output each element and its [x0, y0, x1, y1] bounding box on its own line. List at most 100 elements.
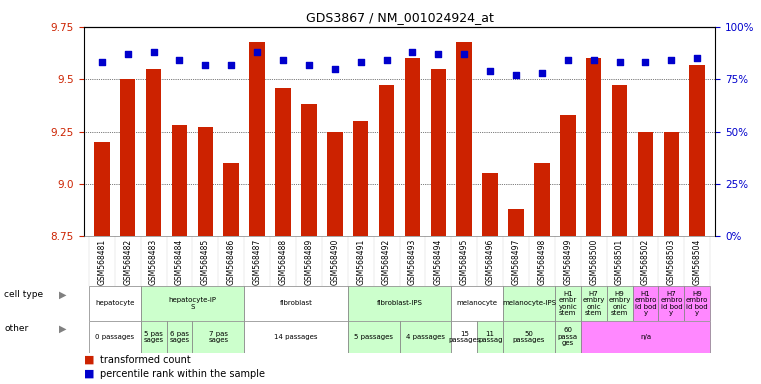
- Bar: [555, 321, 581, 353]
- Text: melanocyte-IPS: melanocyte-IPS: [502, 300, 556, 306]
- Bar: [141, 286, 244, 321]
- Text: n/a: n/a: [640, 334, 651, 340]
- Text: fibroblast: fibroblast: [279, 300, 313, 306]
- Text: H7
embro
id bod
y: H7 embro id bod y: [660, 291, 683, 316]
- Text: GSM568502: GSM568502: [641, 239, 650, 285]
- Point: [148, 49, 160, 55]
- Point: [122, 51, 134, 57]
- Bar: [607, 286, 632, 321]
- Text: other: other: [5, 324, 28, 333]
- Text: fibroblast-IPS: fibroblast-IPS: [377, 300, 422, 306]
- Text: ■: ■: [84, 369, 97, 379]
- Point: [562, 57, 574, 63]
- Bar: [477, 321, 503, 353]
- Text: H1
embro
id bod
y: H1 embro id bod y: [634, 291, 657, 316]
- Bar: [379, 86, 394, 236]
- Text: cell type: cell type: [5, 290, 43, 299]
- Bar: [250, 41, 265, 236]
- Bar: [581, 286, 607, 321]
- Text: H9
embro
id bod
y: H9 embro id bod y: [686, 291, 708, 316]
- Bar: [405, 58, 420, 236]
- Bar: [684, 286, 710, 321]
- Bar: [141, 321, 167, 353]
- Bar: [146, 69, 161, 236]
- Bar: [120, 79, 135, 236]
- Bar: [503, 286, 555, 321]
- Text: 7 pas
sages: 7 pas sages: [209, 331, 228, 343]
- Text: 14 passages: 14 passages: [274, 334, 318, 340]
- Point: [355, 60, 367, 66]
- Bar: [581, 321, 710, 353]
- Text: GSM568492: GSM568492: [382, 239, 391, 285]
- Point: [432, 51, 444, 57]
- Point: [665, 57, 677, 63]
- Text: GSM568487: GSM568487: [253, 239, 262, 285]
- Text: 60
passa
ges: 60 passa ges: [558, 328, 578, 346]
- Text: GSM568489: GSM568489: [304, 239, 314, 285]
- Bar: [431, 69, 446, 236]
- Text: GSM568484: GSM568484: [175, 239, 184, 285]
- Text: 4 passages: 4 passages: [406, 334, 445, 340]
- Bar: [198, 127, 213, 236]
- Bar: [193, 321, 244, 353]
- Text: H9
embry
onic
stem: H9 embry onic stem: [608, 291, 631, 316]
- Bar: [244, 286, 348, 321]
- Text: 15
passages: 15 passages: [448, 331, 480, 343]
- Bar: [94, 142, 110, 236]
- Bar: [457, 41, 472, 236]
- Text: GSM568483: GSM568483: [149, 239, 158, 285]
- Text: H7
embry
onic
stem: H7 embry onic stem: [582, 291, 605, 316]
- Text: GSM568503: GSM568503: [667, 239, 676, 285]
- Bar: [451, 286, 503, 321]
- Text: GSM568481: GSM568481: [97, 239, 107, 285]
- Bar: [658, 286, 684, 321]
- Bar: [534, 163, 549, 236]
- Point: [510, 72, 522, 78]
- Text: GSM568485: GSM568485: [201, 239, 210, 285]
- Bar: [167, 321, 193, 353]
- Text: GSM568494: GSM568494: [434, 239, 443, 285]
- Text: ▶: ▶: [59, 290, 66, 300]
- Text: GSM568495: GSM568495: [460, 239, 469, 285]
- Bar: [632, 286, 658, 321]
- Point: [225, 61, 237, 68]
- Bar: [89, 286, 141, 321]
- Text: hepatocyte: hepatocyte: [95, 300, 135, 306]
- Bar: [301, 104, 317, 236]
- Text: H1
embr
yonic
stem: H1 embr yonic stem: [559, 291, 577, 316]
- Text: GSM568482: GSM568482: [123, 239, 132, 285]
- Bar: [275, 88, 291, 236]
- Bar: [482, 173, 498, 236]
- Text: GDS3867 / NM_001024924_at: GDS3867 / NM_001024924_at: [306, 12, 493, 25]
- Bar: [400, 321, 451, 353]
- Bar: [612, 86, 627, 236]
- Text: melanocyte: melanocyte: [457, 300, 498, 306]
- Bar: [560, 115, 575, 236]
- Text: 5 passages: 5 passages: [354, 334, 393, 340]
- Text: 0 passages: 0 passages: [95, 334, 135, 340]
- Bar: [508, 209, 524, 236]
- Bar: [451, 321, 477, 353]
- Point: [406, 49, 419, 55]
- Bar: [327, 132, 342, 236]
- Point: [639, 60, 651, 66]
- Text: GSM568504: GSM568504: [693, 239, 702, 285]
- Point: [613, 60, 626, 66]
- Bar: [689, 65, 705, 236]
- Bar: [555, 286, 581, 321]
- Text: GSM568500: GSM568500: [589, 239, 598, 285]
- Bar: [172, 125, 187, 236]
- Text: GSM568501: GSM568501: [615, 239, 624, 285]
- Text: GSM568493: GSM568493: [408, 239, 417, 285]
- Text: 50
passages: 50 passages: [513, 331, 545, 343]
- Text: ▶: ▶: [59, 324, 66, 334]
- Bar: [353, 121, 368, 236]
- Point: [174, 57, 186, 63]
- Text: GSM568491: GSM568491: [356, 239, 365, 285]
- Text: percentile rank within the sample: percentile rank within the sample: [100, 369, 266, 379]
- Point: [199, 61, 212, 68]
- Text: GSM568486: GSM568486: [227, 239, 236, 285]
- Text: ■: ■: [84, 355, 97, 365]
- Bar: [586, 58, 601, 236]
- Text: GSM568497: GSM568497: [511, 239, 521, 285]
